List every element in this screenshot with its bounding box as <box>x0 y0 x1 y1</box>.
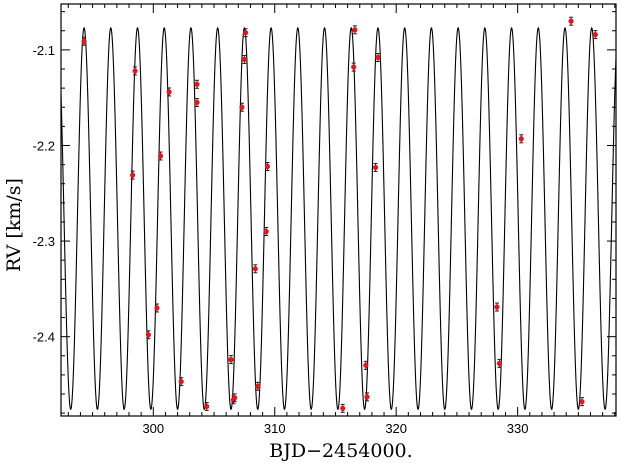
point-marker <box>364 394 370 400</box>
point-marker <box>166 89 172 95</box>
point-marker <box>145 332 152 338</box>
point-marker <box>130 172 136 178</box>
point-marker <box>232 395 238 401</box>
data-point <box>232 393 238 403</box>
point-marker <box>496 360 503 367</box>
y-axis-label: RV [km/s] <box>3 178 25 272</box>
point-marker <box>228 357 234 363</box>
data-point <box>363 360 369 370</box>
point-marker <box>579 399 585 405</box>
point-marker <box>372 164 379 171</box>
point-marker <box>264 163 271 170</box>
point-marker <box>352 27 358 33</box>
point-marker <box>494 304 500 310</box>
data-point <box>579 397 585 407</box>
x-tick-label: 310 <box>264 421 286 436</box>
point-marker <box>239 104 245 110</box>
point-marker <box>178 378 184 385</box>
point-marker <box>154 305 160 311</box>
data-point <box>592 30 598 40</box>
point-marker <box>194 99 200 106</box>
point-marker <box>363 362 369 368</box>
data-point <box>241 54 247 64</box>
point-marker <box>242 30 249 36</box>
data-point <box>252 264 258 274</box>
data-point <box>263 227 269 237</box>
point-marker <box>132 68 138 74</box>
data-point <box>352 25 358 35</box>
data-point <box>194 97 200 107</box>
data-point <box>364 392 370 402</box>
model-curve <box>60 27 617 411</box>
point-marker <box>375 54 381 61</box>
point-marker <box>194 81 200 87</box>
data-point <box>194 79 200 89</box>
point-marker <box>351 64 357 70</box>
point-marker <box>157 153 164 159</box>
model-curve-layer <box>60 27 617 411</box>
point-marker <box>241 56 247 63</box>
data-point <box>157 151 164 161</box>
x-tick-label: 300 <box>142 421 164 436</box>
data-point <box>178 377 184 387</box>
data-point <box>340 403 346 413</box>
point-marker <box>252 266 258 272</box>
y-tick-label: -2.3 <box>33 234 55 249</box>
data-point <box>494 302 500 312</box>
data-point <box>145 330 152 340</box>
data-point <box>372 162 379 172</box>
data-point <box>228 355 234 365</box>
point-marker <box>340 405 346 411</box>
y-tick-label: -2.2 <box>33 138 55 153</box>
data-point <box>204 401 210 411</box>
data-points-layer <box>81 16 598 413</box>
data-point <box>496 358 503 368</box>
point-marker <box>255 383 261 389</box>
data-point <box>518 134 524 144</box>
data-point <box>239 102 245 112</box>
x-tick-label: 320 <box>385 421 407 436</box>
point-marker <box>204 403 210 410</box>
plot-frame <box>60 3 617 417</box>
point-marker <box>568 18 574 24</box>
data-point <box>255 381 261 391</box>
point-marker <box>263 228 269 235</box>
data-point <box>568 16 574 26</box>
y-tick-label: -2.1 <box>33 43 55 58</box>
data-point <box>154 303 160 313</box>
data-point <box>166 87 172 97</box>
data-point <box>242 28 249 38</box>
point-marker <box>518 136 524 142</box>
y-tick-label: -2.4 <box>33 330 55 345</box>
x-axis-label: BJD−2454000. <box>269 440 412 462</box>
data-point <box>264 162 271 172</box>
data-point <box>351 62 357 72</box>
data-point <box>130 170 136 180</box>
point-marker <box>81 38 87 44</box>
data-point <box>375 53 381 63</box>
data-point <box>81 36 87 46</box>
x-tick-label: 330 <box>507 421 529 436</box>
point-marker <box>592 31 598 38</box>
ticks-layer: 300 310 320 330 -2.1 -2.2 -2.3 -2.4 <box>33 4 616 436</box>
data-point <box>132 66 138 76</box>
